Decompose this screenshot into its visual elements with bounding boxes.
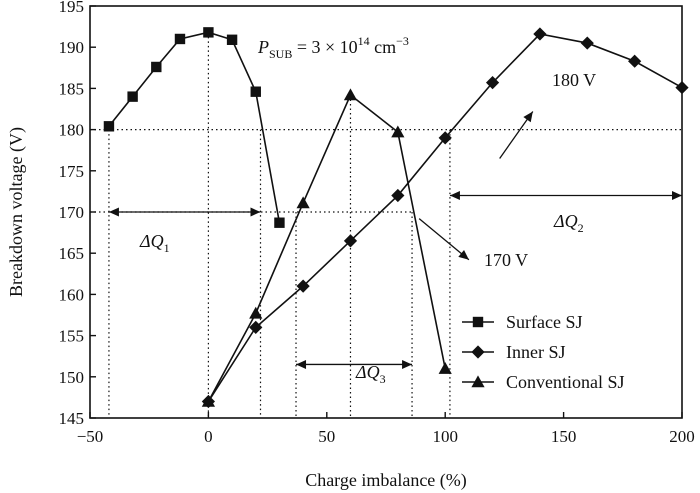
inner-sj-point bbox=[580, 36, 594, 50]
delta-q3-label: ΔQ3 bbox=[355, 362, 386, 386]
legend-label: Conventional SJ bbox=[506, 372, 625, 392]
y-tick-label: 160 bbox=[59, 285, 85, 304]
x-tick-label: −50 bbox=[77, 427, 104, 446]
x-tick-label: 50 bbox=[318, 427, 335, 446]
psub-label: PSUB = 3 × 1014 cm−3 bbox=[257, 34, 409, 61]
y-tick-label: 150 bbox=[59, 368, 85, 387]
legend-entry-inner-sj: Inner SJ bbox=[462, 342, 566, 362]
conventional-sj-point bbox=[438, 361, 452, 374]
delta-q3-base: ΔQ bbox=[355, 362, 380, 382]
legend-swatch-marker bbox=[471, 375, 485, 388]
inner-sj-point bbox=[249, 320, 263, 334]
x-tick-label: 150 bbox=[551, 427, 577, 446]
delta-q2-sub: 2 bbox=[578, 221, 584, 235]
surface-sj-point bbox=[174, 33, 186, 45]
delta-q1-arrow-head bbox=[250, 207, 261, 217]
series-surface-sj bbox=[103, 27, 285, 228]
delta-q1-arrow-tail bbox=[108, 207, 119, 217]
legend-entry-surface-sj: Surface SJ bbox=[462, 312, 582, 332]
psub-unit: cm bbox=[370, 37, 397, 57]
delta-q2-label: ΔQ2 bbox=[553, 211, 584, 235]
inner-sj-point bbox=[533, 27, 547, 41]
y-tick-label: 155 bbox=[59, 327, 85, 346]
y-tick-label: 185 bbox=[59, 79, 85, 98]
x-tick-label: 100 bbox=[432, 427, 458, 446]
y-tick-label: 180 bbox=[59, 121, 85, 140]
label-180v: 180 V bbox=[552, 70, 596, 90]
reference-lines bbox=[90, 32, 682, 418]
y-tick-label: 145 bbox=[59, 409, 85, 428]
surface-sj-point bbox=[226, 34, 238, 45]
surface-sj-point bbox=[274, 217, 285, 228]
inner-sj-point bbox=[296, 279, 310, 293]
delta-q1-base: ΔQ bbox=[139, 231, 164, 251]
annotation-arrows bbox=[108, 111, 682, 369]
x-tick-label: 200 bbox=[669, 427, 695, 446]
delta-q2-arrow-tail bbox=[449, 191, 460, 201]
conventional-sj-point bbox=[249, 306, 263, 319]
surface-sj-point bbox=[203, 27, 214, 38]
x-tick-label: 0 bbox=[204, 427, 213, 446]
delta-q2-base: ΔQ bbox=[553, 211, 578, 231]
label-170v-arrow-head bbox=[458, 249, 469, 260]
surface-sj-point bbox=[151, 61, 162, 73]
label-170v-arrow bbox=[418, 218, 470, 261]
conventional-sj-line bbox=[207, 93, 446, 402]
y-tick-label: 165 bbox=[59, 244, 85, 263]
series-conventional-sj bbox=[201, 88, 452, 407]
surface-sj-point bbox=[127, 91, 138, 102]
ticks: −50 0 50 100 150 200 145 150 155 160 165 170 175 180 1… bbox=[59, 0, 695, 446]
delta-q3-arrow-tail bbox=[296, 359, 307, 369]
delta-q2-arrow-head bbox=[672, 191, 682, 201]
delta-q1-sub: 1 bbox=[164, 241, 170, 255]
psub-base: P bbox=[257, 37, 269, 57]
conventional-sj-point bbox=[391, 125, 405, 138]
psub-unit-exp: −3 bbox=[396, 34, 409, 48]
legend-swatch-marker bbox=[471, 345, 485, 359]
label-180v-arrow-head bbox=[523, 111, 533, 123]
legend-label: Inner SJ bbox=[506, 342, 566, 362]
annotations: PSUB = 3 × 1014 cm−3 180 V 170 V ΔQ1 ΔQ2… bbox=[139, 34, 596, 386]
delta-q1-label: ΔQ1 bbox=[139, 231, 170, 255]
y-axis-label: Breakdown voltage (V) bbox=[6, 127, 27, 297]
inner-sj-point bbox=[391, 188, 405, 203]
conventional-sj-point bbox=[296, 196, 310, 209]
series-layer bbox=[103, 27, 689, 409]
psub-sub: SUB bbox=[269, 47, 292, 61]
x-axis-label: Charge imbalance (%) bbox=[305, 470, 467, 491]
legend-swatch-marker bbox=[472, 316, 484, 328]
y-tick-label: 175 bbox=[59, 162, 85, 181]
conventional-sj-point bbox=[343, 88, 358, 101]
inner-sj-point bbox=[343, 234, 358, 248]
inner-sj-point bbox=[438, 131, 452, 145]
surface-sj-point bbox=[103, 121, 115, 132]
psub-mid: = 3 × 10 bbox=[292, 37, 357, 57]
inner-sj-point bbox=[628, 54, 642, 68]
legend: Surface SJ Inner SJ Conventional SJ bbox=[462, 312, 625, 392]
legend-label: Surface SJ bbox=[506, 312, 582, 332]
legend-entry-conventional-sj: Conventional SJ bbox=[462, 372, 625, 392]
conventional-sj-point bbox=[201, 394, 215, 407]
surface-sj-line bbox=[108, 31, 281, 223]
y-tick-label: 170 bbox=[59, 203, 85, 222]
y-tick-label: 195 bbox=[59, 0, 85, 16]
surface-sj-point bbox=[250, 86, 261, 97]
psub-exp: 14 bbox=[358, 34, 370, 48]
label-170v: 170 V bbox=[484, 250, 528, 270]
inner-sj-point bbox=[485, 76, 500, 90]
y-tick-label: 190 bbox=[59, 38, 85, 57]
delta-q3-arrow-head bbox=[402, 359, 413, 369]
delta-q3-sub: 3 bbox=[380, 372, 386, 386]
